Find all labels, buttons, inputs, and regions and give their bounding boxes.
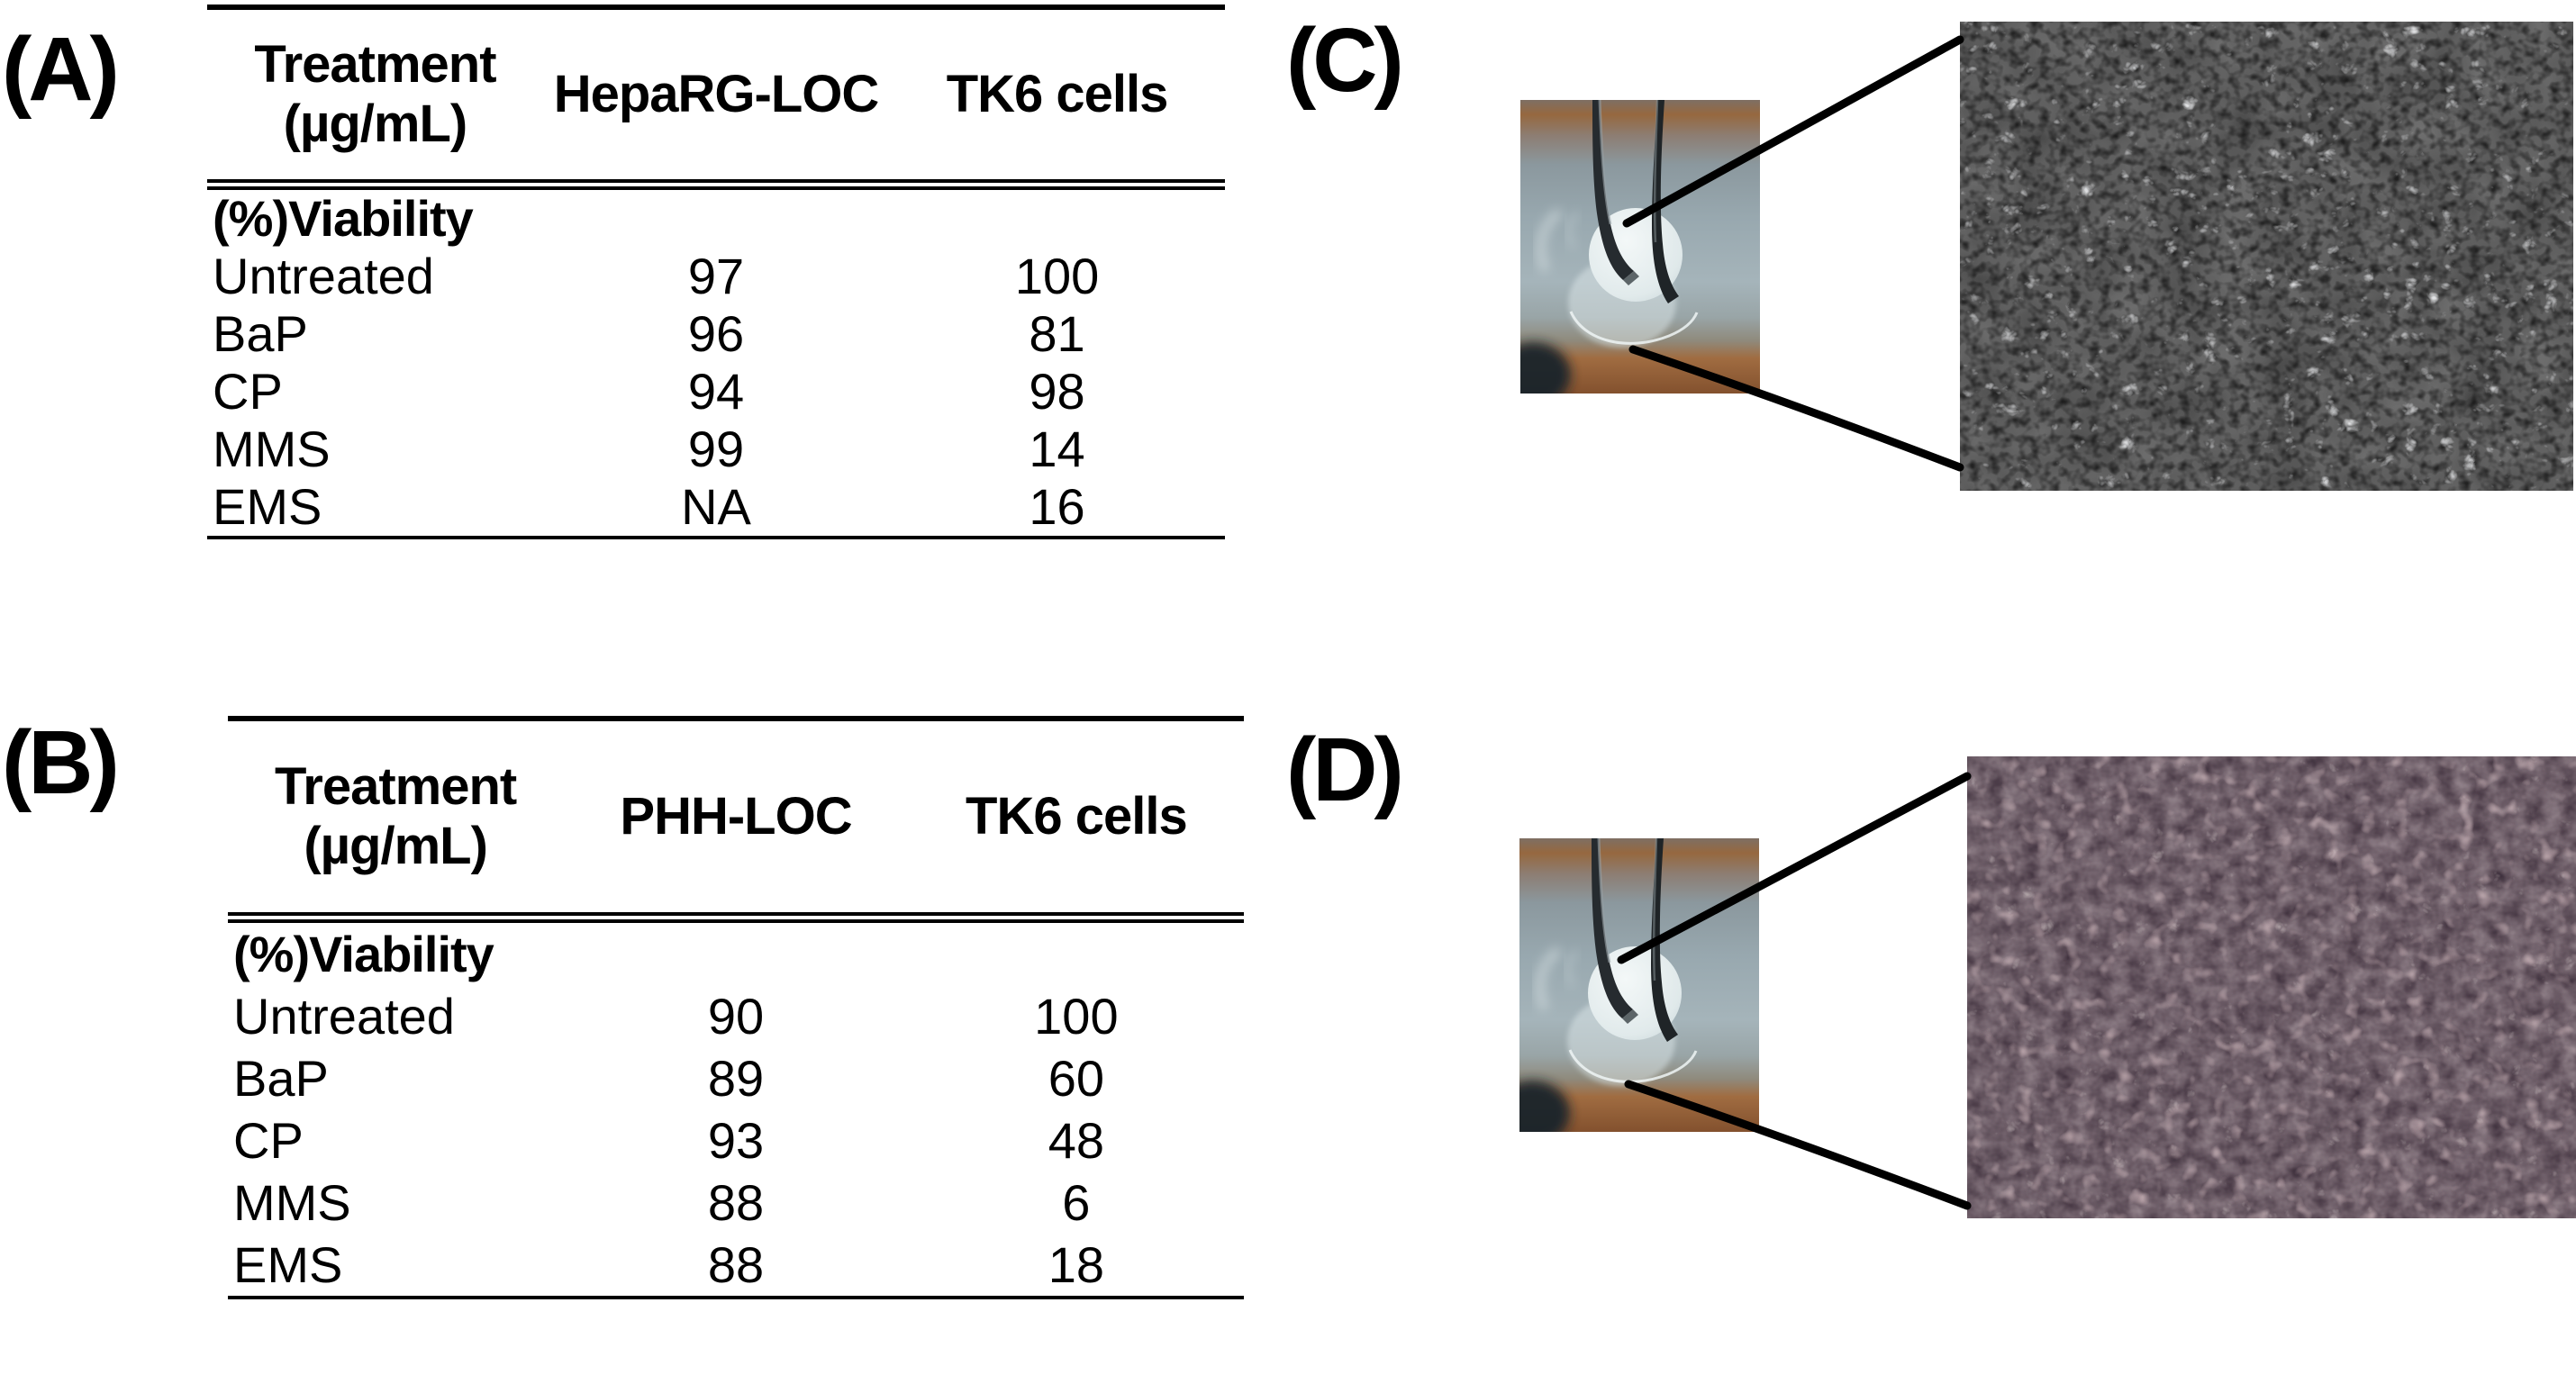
value-cell: 100 bbox=[1014, 248, 1100, 304]
value-cell: 14 bbox=[1029, 421, 1085, 477]
table-row: Untreated 90 100 bbox=[228, 985, 1244, 1047]
value-cell: 96 bbox=[687, 305, 745, 362]
value-cell: 81 bbox=[1029, 305, 1085, 362]
phh-cells-texture bbox=[1967, 756, 2576, 1218]
treatment-column-header: Treatment (µg/mL) bbox=[228, 719, 564, 923]
tk6-column-header: TK6 cells bbox=[889, 7, 1225, 190]
treatment-cell: EMS bbox=[233, 1236, 343, 1293]
tk6-column-header: TK6 cells bbox=[908, 719, 1244, 923]
value-cell: 99 bbox=[687, 421, 745, 477]
value-cell: 94 bbox=[687, 363, 745, 420]
table-row: MMS 99 14 bbox=[207, 421, 1225, 478]
table-header-row: Treatment (µg/mL) HepaRG-LOC TK6 cells bbox=[207, 7, 1225, 190]
value-cell: 97 bbox=[687, 248, 745, 304]
tweezers-and-membrane-image bbox=[1519, 838, 1759, 1132]
phh-micrograph bbox=[1967, 756, 2576, 1218]
value-cell: 6 bbox=[1062, 1174, 1091, 1231]
panel-b-label: (B) bbox=[2, 712, 120, 813]
panel-a-label: (A) bbox=[2, 19, 120, 120]
loc-column-header: HepaRG-LOC bbox=[542, 7, 890, 190]
treatment-header-line1: Treatment bbox=[275, 757, 517, 816]
value-cell: 89 bbox=[707, 1050, 765, 1107]
panel-d-label: (D) bbox=[1286, 719, 1404, 820]
value-cell: 16 bbox=[1029, 478, 1085, 535]
viability-section-label: (%)Viability bbox=[233, 926, 494, 982]
loc-column-header: PHH-LOC bbox=[563, 719, 909, 923]
table-row: EMS 88 18 bbox=[228, 1234, 1244, 1298]
panel-c-label: (C) bbox=[1286, 10, 1404, 111]
viability-table-heparg: Treatment (µg/mL) HepaRG-LOC TK6 cells (%… bbox=[207, 5, 1225, 539]
treatment-header-line1: Treatment bbox=[254, 35, 496, 94]
value-cell: 48 bbox=[1048, 1112, 1105, 1169]
section-header-row: (%)Viability bbox=[228, 918, 1244, 985]
viability-section-label: (%)Viability bbox=[213, 190, 474, 247]
table-row: CP 94 98 bbox=[207, 363, 1225, 421]
value-cell: 98 bbox=[1029, 363, 1085, 420]
membrane-photo-d bbox=[1519, 838, 1759, 1132]
viability-table-phh: Treatment (µg/mL) PHH-LOC TK6 cells (%)Vi… bbox=[228, 716, 1244, 1299]
treatment-cell: Untreated bbox=[233, 988, 455, 1045]
membrane-photo-c bbox=[1520, 100, 1760, 393]
value-cell: 88 bbox=[707, 1236, 765, 1293]
table-row: Untreated 97 100 bbox=[207, 248, 1225, 305]
table-row: EMS NA 16 bbox=[207, 478, 1225, 538]
value-cell: 88 bbox=[707, 1174, 765, 1231]
treatment-cell: BaP bbox=[213, 305, 308, 362]
treatment-cell: CP bbox=[233, 1112, 304, 1169]
table-row: BaP 89 60 bbox=[228, 1047, 1244, 1109]
treatment-column-header: Treatment (µg/mL) bbox=[207, 7, 543, 190]
table-row: MMS 88 6 bbox=[228, 1171, 1244, 1234]
value-cell: 60 bbox=[1048, 1050, 1105, 1107]
treatment-cell: CP bbox=[213, 363, 283, 420]
section-header-row: (%)Viability bbox=[207, 185, 1225, 248]
treatment-cell: BaP bbox=[233, 1050, 329, 1107]
tweezers-and-membrane-image bbox=[1520, 100, 1760, 393]
table-header-row: Treatment (µg/mL) PHH-LOC TK6 cells bbox=[228, 719, 1244, 923]
table-row: BaP 96 81 bbox=[207, 305, 1225, 363]
value-cell: NA bbox=[681, 478, 751, 535]
treatment-header-line2: (µg/mL) bbox=[304, 817, 488, 875]
treatment-cell: Untreated bbox=[213, 248, 434, 304]
value-cell: 90 bbox=[707, 988, 765, 1045]
treatment-cell: MMS bbox=[213, 421, 331, 477]
table-row: CP 93 48 bbox=[228, 1109, 1244, 1171]
value-cell: 93 bbox=[707, 1112, 765, 1169]
value-cell: 18 bbox=[1048, 1236, 1105, 1293]
heparg-cells-texture bbox=[1960, 22, 2573, 491]
treatment-cell: EMS bbox=[213, 478, 322, 535]
treatment-header-line2: (µg/mL) bbox=[283, 95, 468, 153]
heparg-micrograph bbox=[1960, 22, 2573, 491]
treatment-cell: MMS bbox=[233, 1174, 351, 1231]
value-cell: 100 bbox=[1034, 988, 1119, 1045]
